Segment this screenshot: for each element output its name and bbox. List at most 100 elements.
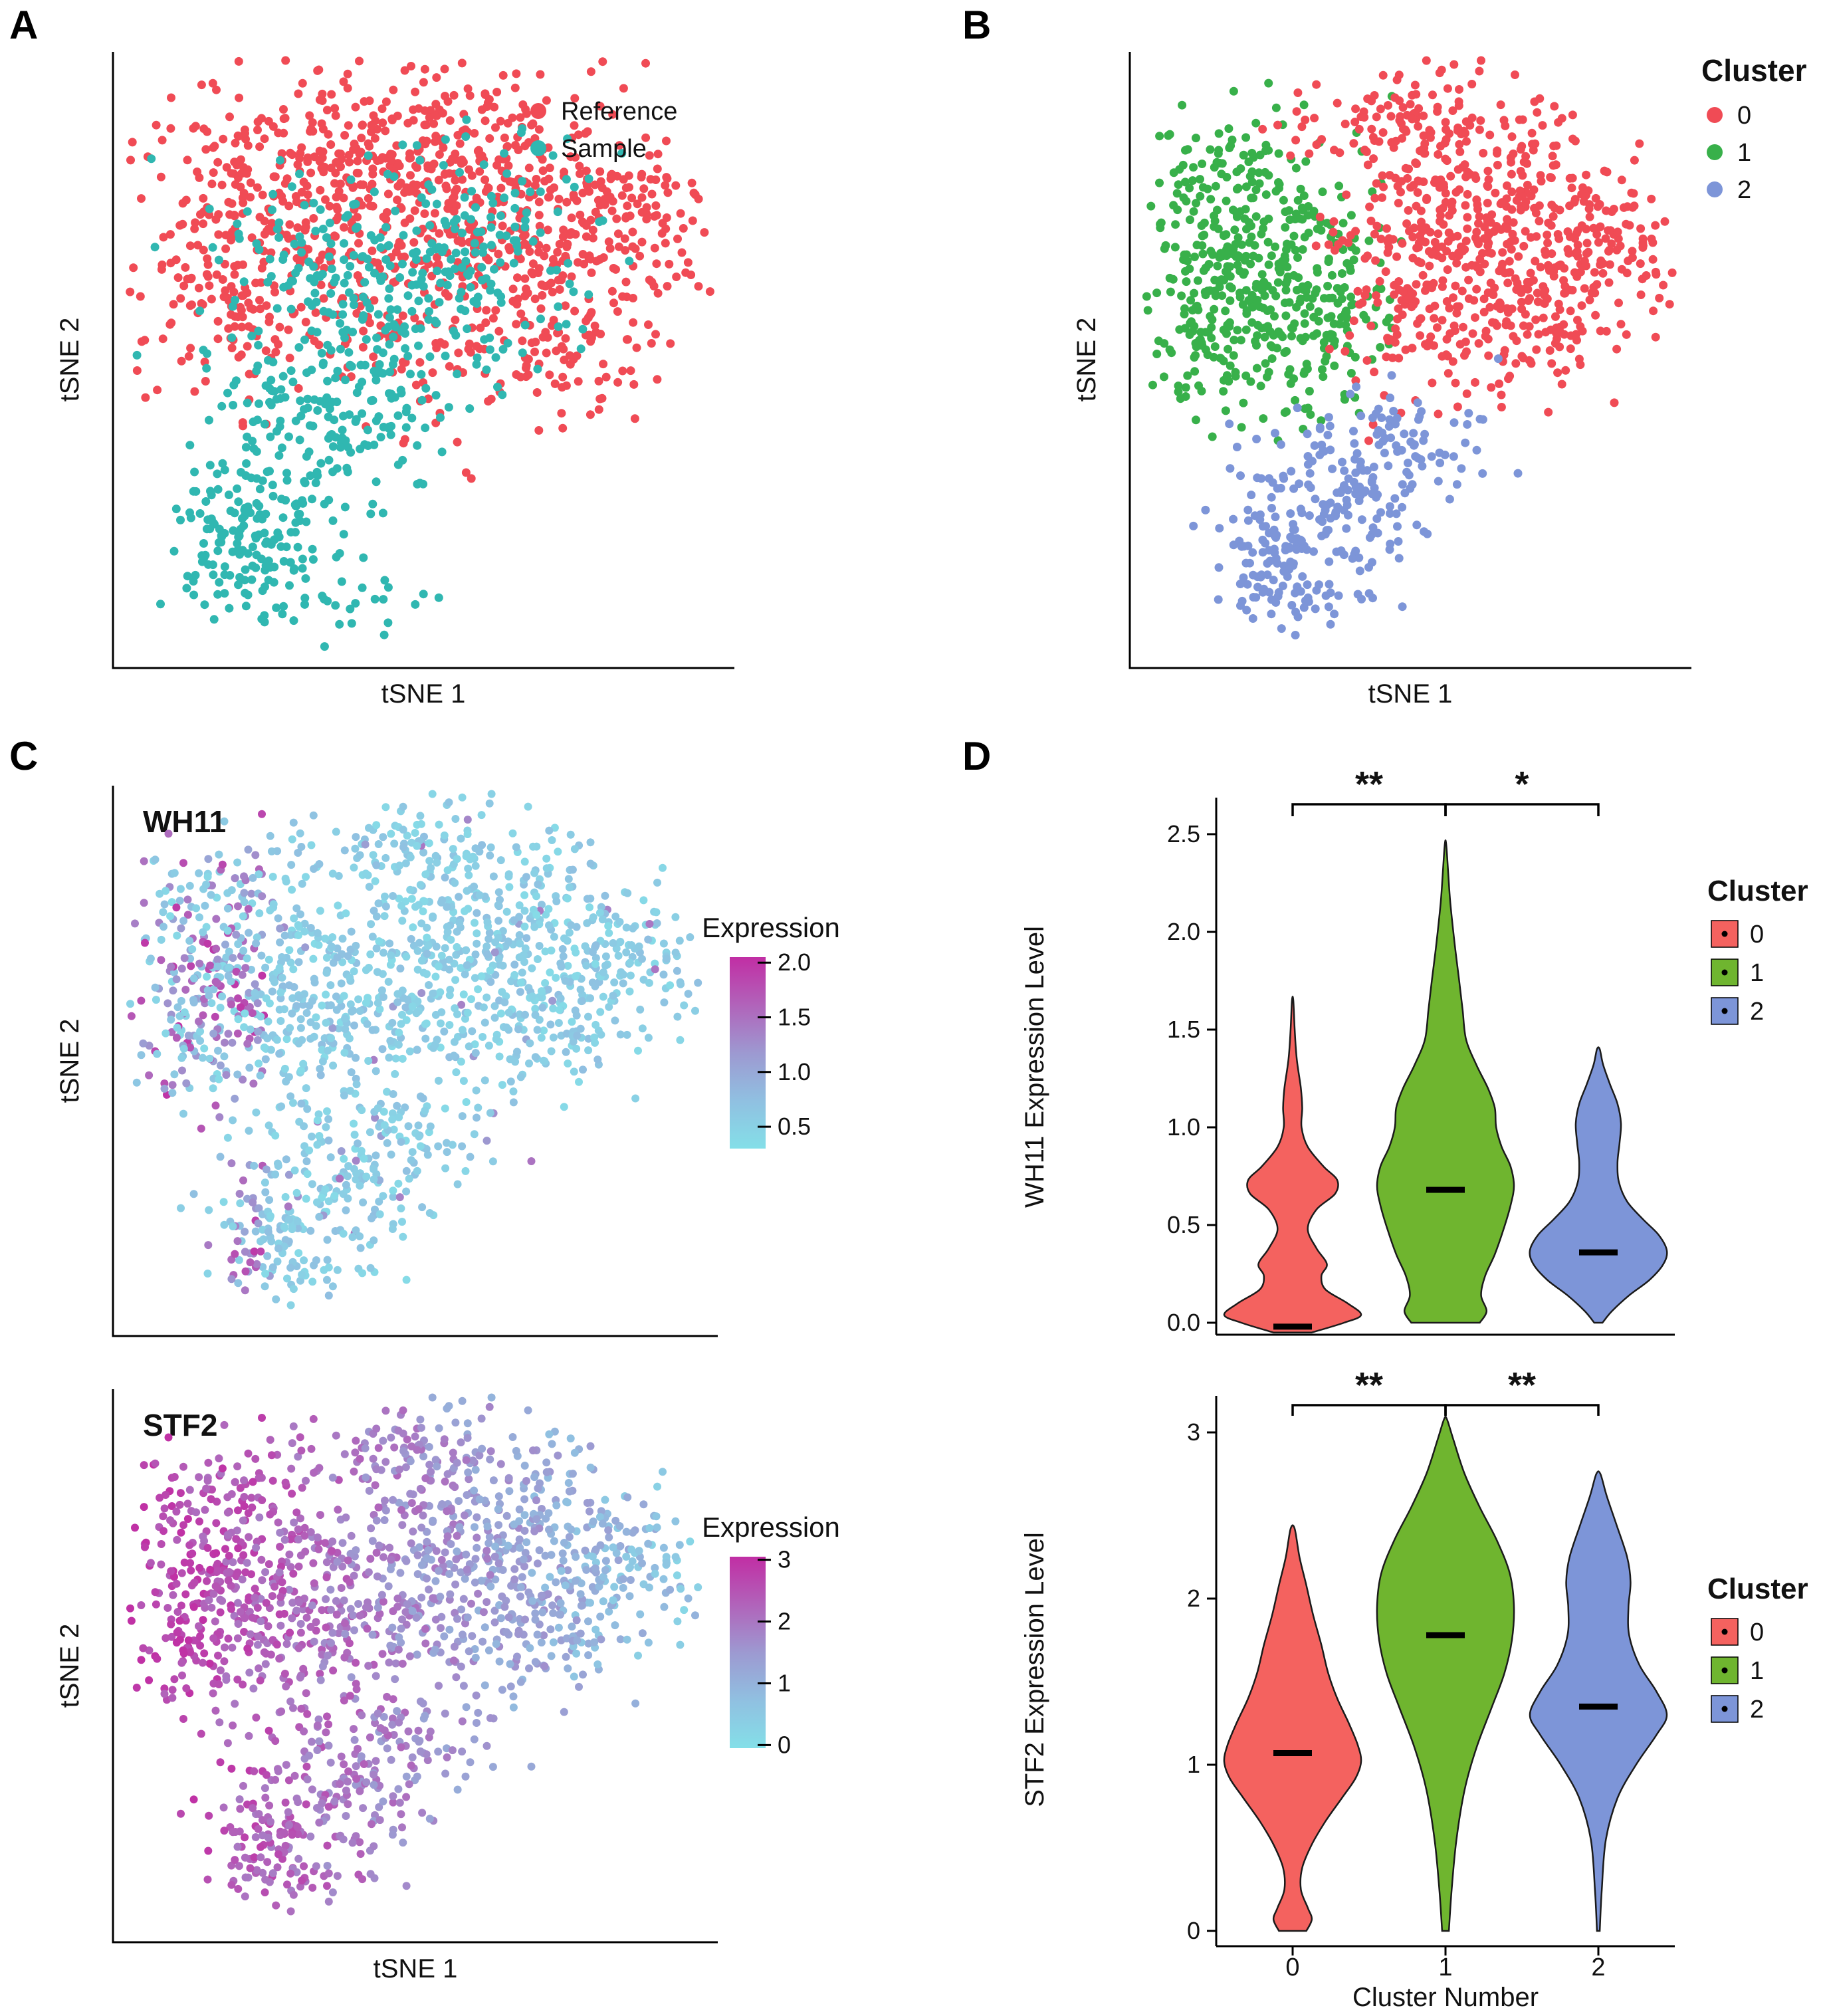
legend-swatch <box>530 103 546 119</box>
legend-label: 1 <box>1750 959 1764 987</box>
x-axis-label: tSNE 1 <box>1368 679 1453 709</box>
y-tick-label: 1.0 <box>1167 1113 1200 1141</box>
legend-label: 2 <box>1750 998 1764 1026</box>
colorbar-tick-label: 2 <box>778 1608 791 1635</box>
expression-colorbar <box>730 1557 766 1748</box>
y-tick-label: 0 <box>1187 1917 1200 1944</box>
legend-title: Cluster <box>1701 53 1807 88</box>
significance-bracket <box>1444 1404 1600 1416</box>
significance-bracket <box>1444 803 1600 816</box>
median-bar <box>1273 1750 1312 1756</box>
legend: Cluster 0 1 2 <box>1701 53 1807 204</box>
panel-label-b: B <box>962 3 992 47</box>
y-axis-label: WH11 Expression Level <box>1020 926 1049 1208</box>
legend-label: Sample <box>561 135 647 163</box>
plot-axes <box>112 1389 718 1944</box>
legend: Reference Sample <box>530 98 677 163</box>
legend-label: 2 <box>1750 1696 1764 1724</box>
feature-points <box>126 1393 702 1916</box>
violin-cluster-0 <box>1223 1524 1362 1932</box>
y-tick-label: 1.5 <box>1167 1016 1200 1043</box>
legend-swatch <box>1707 144 1723 160</box>
violin-cluster-1 <box>1376 1415 1515 1932</box>
legend-label: Reference <box>561 98 677 126</box>
colorbar-tick-label: 0.5 <box>778 1113 811 1140</box>
plot-axes <box>112 786 718 1337</box>
legend-swatch-dot <box>1721 1008 1728 1014</box>
scatter-points <box>1142 56 1677 639</box>
median-bar <box>1273 1323 1312 1330</box>
x-tick-label: 2 <box>1591 1954 1605 1981</box>
plot-axes <box>112 52 734 669</box>
tsne-plot-clusters: tSNE 1 tSNE 2 Cluster 0 1 2 <box>1072 52 1807 709</box>
y-axis-label: STF2 Expression Level <box>1020 1532 1049 1807</box>
colorbar-tick-label: 1 <box>778 1669 791 1696</box>
x-axis-label: tSNE 1 <box>381 679 466 709</box>
colorbar-tick-label: 1.5 <box>778 1004 811 1031</box>
legend-label: 0 <box>1750 921 1764 949</box>
colorbar-tick-label: 0 <box>778 1731 791 1758</box>
significance-bracket <box>1291 803 1447 816</box>
colorbar-tick-label: 2.0 <box>778 949 811 976</box>
median-bar <box>1426 1632 1465 1638</box>
significance-stars: ** <box>1508 1369 1536 1405</box>
panel-label-a: A <box>9 3 39 47</box>
violin-cluster-2 <box>1529 1046 1668 1324</box>
legend-swatch-dot <box>1721 931 1728 937</box>
y-tick-label: 2.5 <box>1167 820 1200 847</box>
colorbar-title: Expression <box>702 912 840 943</box>
violin-cluster-1 <box>1376 839 1515 1324</box>
tsne-plot-reference-vs-sample: tSNE 1 tSNE 2 Reference Sample <box>55 52 734 709</box>
legend-label: 0 <box>1750 1619 1764 1646</box>
significance-stars: * <box>1515 764 1529 804</box>
legend: Cluster 0 1 2 <box>1707 875 1808 1026</box>
legend-swatch-dot <box>1721 1667 1728 1674</box>
median-bar <box>1579 1704 1618 1710</box>
y-axis-label: tSNE 2 <box>55 1624 84 1708</box>
legend-swatch-dot <box>1721 1628 1728 1635</box>
legend-swatch-dot <box>1721 1706 1728 1712</box>
y-tick-label: 2 <box>1187 1585 1200 1612</box>
y-tick-label: 2.0 <box>1167 918 1200 945</box>
x-tick-label: 0 <box>1285 1954 1299 1981</box>
legend-title: Cluster <box>1707 875 1808 907</box>
significance-stars: ** <box>1355 1369 1383 1405</box>
violin-cluster-2 <box>1529 1470 1668 1932</box>
colorbar-tick-label: 3 <box>778 1546 791 1573</box>
panel-label-d: D <box>962 734 992 778</box>
gene-title: STF2 <box>143 1408 217 1442</box>
y-axis-label: tSNE 2 <box>1072 318 1101 402</box>
colorbar-title: Expression <box>702 1512 840 1543</box>
scatter-points <box>126 56 714 651</box>
legend-label: 0 <box>1737 102 1751 130</box>
y-tick-label: 1 <box>1187 1751 1200 1778</box>
median-bar <box>1426 1186 1465 1193</box>
legend: Cluster 0 1 2 <box>1707 1573 1808 1724</box>
legend-swatch-dot <box>1721 969 1728 976</box>
feature-points <box>126 790 702 1309</box>
colorbar-tick-label: 1.0 <box>778 1058 811 1085</box>
legend-label: 1 <box>1750 1657 1764 1685</box>
x-axis-label: Cluster Number <box>1352 1983 1539 2012</box>
legend-swatch <box>530 140 546 156</box>
median-bar <box>1579 1249 1618 1256</box>
x-tick-label: 1 <box>1438 1954 1452 1981</box>
y-tick-label: 3 <box>1187 1418 1200 1446</box>
expression-colorbar <box>730 957 766 1149</box>
plot-axes <box>1128 52 1691 669</box>
panel-label-c: C <box>9 734 39 778</box>
violin-plot-wh11: 0.0 0.5 1.0 1.5 2.0 2.5 WH11 Expression Level *… <box>1020 764 1808 1336</box>
y-axis-label: tSNE 2 <box>55 1019 84 1103</box>
y-axis-label: tSNE 2 <box>55 318 84 402</box>
legend-label: 2 <box>1737 176 1751 204</box>
legend-title: Cluster <box>1707 1573 1808 1605</box>
feature-plot-wh11: WH11 tSNE 2 Expression 2.0 1.5 1.0 0.5 <box>55 786 840 1337</box>
feature-plot-stf2: STF2 tSNE 1 tSNE 2 Expression 3 2 1 0 <box>55 1389 840 1983</box>
y-tick-label: 0.5 <box>1167 1211 1200 1238</box>
significance-stars: ** <box>1355 764 1383 804</box>
gene-title: WH11 <box>143 804 226 839</box>
legend-swatch <box>1707 107 1723 123</box>
significance-bracket <box>1291 1404 1447 1416</box>
violin-plot-stf2: 0 1 2 3 STF2 Expression Level ** ** 0 1 2 Cluster … <box>1020 1369 1808 2012</box>
legend-swatch <box>1711 1656 1739 1684</box>
